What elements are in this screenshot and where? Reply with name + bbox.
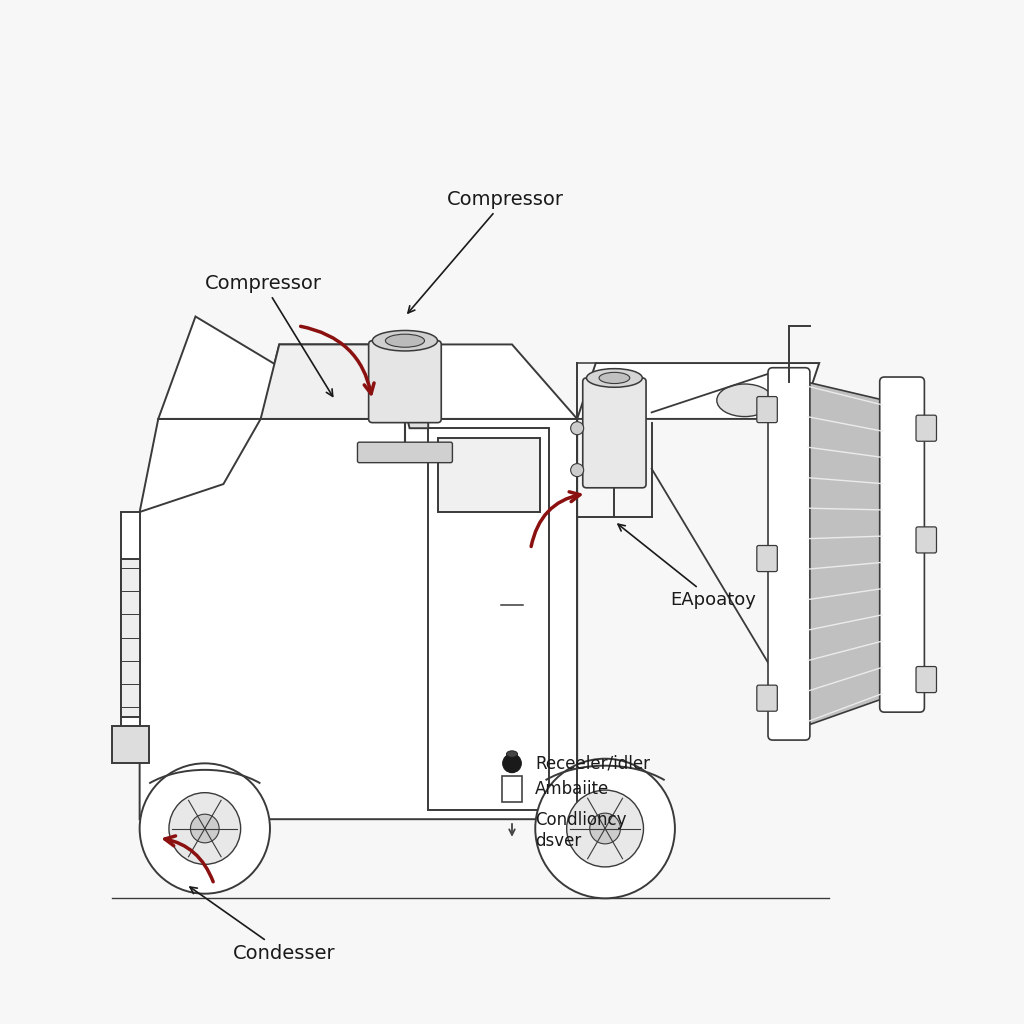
Text: Ambaiite: Ambaiite	[536, 780, 609, 799]
FancyBboxPatch shape	[583, 378, 646, 487]
FancyBboxPatch shape	[916, 415, 937, 441]
Polygon shape	[121, 512, 139, 744]
Circle shape	[536, 759, 675, 898]
Polygon shape	[805, 382, 885, 726]
Circle shape	[570, 464, 584, 476]
Polygon shape	[578, 364, 819, 419]
Text: EApoatoy: EApoatoy	[618, 524, 756, 609]
Text: Condesser: Condesser	[190, 887, 335, 963]
Bar	[502, 776, 522, 803]
Polygon shape	[437, 437, 540, 512]
Polygon shape	[112, 726, 148, 763]
Text: Condlioncy
dsver: Condlioncy dsver	[536, 811, 627, 850]
Polygon shape	[159, 316, 289, 419]
Text: Compressor: Compressor	[205, 273, 333, 396]
Polygon shape	[121, 558, 139, 717]
FancyBboxPatch shape	[757, 396, 777, 423]
Polygon shape	[400, 391, 428, 428]
FancyBboxPatch shape	[916, 667, 937, 692]
Circle shape	[503, 754, 521, 773]
Ellipse shape	[717, 384, 773, 417]
FancyBboxPatch shape	[916, 527, 937, 553]
Ellipse shape	[599, 373, 630, 384]
Circle shape	[590, 813, 621, 844]
Text: Compressor: Compressor	[408, 189, 564, 313]
Ellipse shape	[587, 369, 642, 387]
Ellipse shape	[385, 334, 425, 347]
Circle shape	[190, 814, 219, 843]
Polygon shape	[139, 419, 578, 819]
Polygon shape	[261, 344, 578, 419]
Polygon shape	[139, 419, 261, 512]
FancyBboxPatch shape	[357, 442, 453, 463]
Circle shape	[566, 791, 643, 867]
Ellipse shape	[507, 751, 517, 758]
Text: Receeler/idler: Receeler/idler	[536, 755, 650, 772]
Circle shape	[169, 793, 241, 864]
FancyBboxPatch shape	[757, 685, 777, 712]
Circle shape	[570, 422, 584, 435]
FancyBboxPatch shape	[768, 368, 810, 740]
FancyBboxPatch shape	[757, 546, 777, 571]
FancyBboxPatch shape	[369, 341, 441, 423]
Polygon shape	[261, 344, 419, 419]
Ellipse shape	[373, 331, 437, 351]
FancyBboxPatch shape	[880, 377, 925, 712]
Circle shape	[139, 763, 270, 894]
Polygon shape	[428, 428, 549, 810]
